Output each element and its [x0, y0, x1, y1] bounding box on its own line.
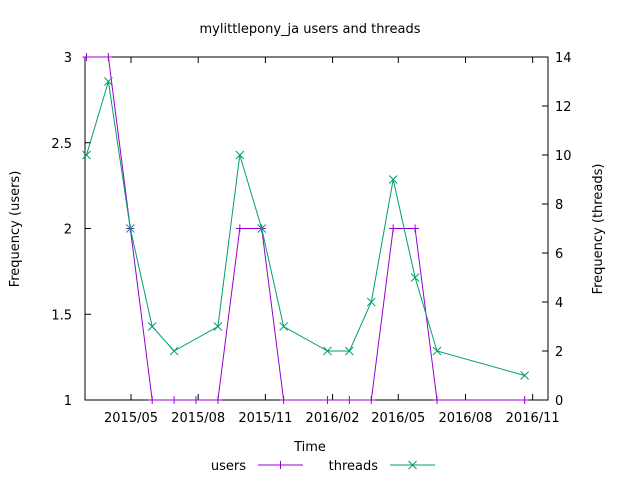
data-point-threads	[520, 371, 529, 380]
y-tick-label-right: 14	[555, 51, 572, 66]
data-point-threads	[279, 322, 288, 331]
x-tick-label: 2016/11	[506, 411, 560, 426]
y-tick-label-left: 1	[64, 394, 72, 409]
series-line-users	[86, 56, 525, 401]
x-tick-label: 2015/11	[238, 411, 292, 426]
x-axis-label: Time	[293, 440, 326, 455]
data-point-threads	[82, 150, 91, 160]
x-tick-label: 2016/02	[306, 411, 360, 426]
data-point-threads	[125, 224, 135, 233]
x-tick-label: 2016/08	[438, 411, 492, 426]
data-point-users	[104, 53, 113, 61]
y-tick-label-right: 4	[555, 296, 563, 311]
data-point-users	[389, 224, 398, 233]
x-tick-label: 2015/05	[104, 411, 158, 426]
data-point-threads	[257, 224, 267, 233]
y-tick-label-left: 2	[64, 223, 72, 238]
y-axis-label-left: Frequency (users)	[8, 171, 23, 288]
data-point-threads	[410, 273, 420, 282]
y-tick-label-right: 2	[555, 345, 563, 360]
y-tick-label-right: 6	[555, 247, 563, 262]
data-point-users	[367, 396, 376, 404]
data-point-users	[432, 396, 441, 404]
y-tick-label-left: 2.5	[51, 137, 72, 152]
series-line-threads	[86, 81, 525, 376]
x-tick-label: 2015/08	[171, 411, 225, 426]
data-point-users	[279, 396, 288, 404]
data-point-users	[170, 396, 179, 404]
data-point-users	[345, 396, 354, 404]
y-axis-label-right: Frequency (threads)	[591, 164, 606, 295]
data-point-users	[235, 224, 244, 233]
data-point-users	[192, 396, 201, 404]
plot-frame	[84, 56, 549, 401]
data-point-threads	[235, 150, 245, 160]
data-point-users	[411, 224, 420, 233]
legend-label-threads: threads	[329, 459, 379, 474]
x-tick-label: 2016/05	[371, 411, 425, 426]
y-tick-label-left: 3	[64, 51, 72, 66]
data-point-users	[323, 396, 332, 404]
y-tick-label-right: 8	[555, 198, 563, 213]
data-point-threads	[432, 346, 442, 356]
y-tick-label-right: 12	[555, 100, 572, 115]
data-point-threads	[323, 346, 332, 356]
legend-label-users: users	[211, 459, 246, 474]
legend-marker-threads	[408, 460, 417, 470]
data-point-threads	[213, 322, 223, 331]
data-point-threads	[169, 346, 179, 356]
data-point-users	[213, 396, 222, 404]
data-point-threads	[104, 77, 113, 86]
data-point-users	[520, 396, 529, 404]
data-point-users	[82, 53, 91, 61]
data-point-threads	[345, 346, 354, 356]
y-tick-label-left: 1.5	[51, 308, 72, 323]
y-tick-label-right: 0	[555, 394, 563, 409]
legend-marker-users	[276, 461, 285, 469]
data-point-users	[148, 396, 157, 404]
y-tick-label-right: 10	[555, 149, 572, 164]
data-point-threads	[388, 175, 398, 184]
data-point-threads	[366, 297, 376, 307]
data-point-threads	[147, 322, 157, 331]
chart-title: mylittlepony_ja users and threads	[200, 22, 421, 37]
